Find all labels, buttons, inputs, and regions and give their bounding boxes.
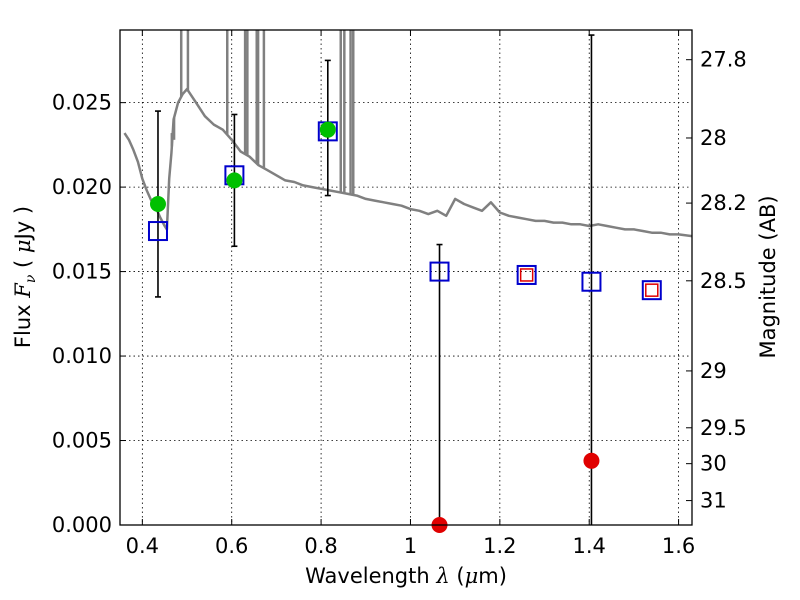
markers [147,121,662,533]
y2-tick-label: 27.8 [700,48,747,72]
model-photometry-square [516,264,537,285]
x-tick-label: 1.6 [662,534,695,558]
y2-tick-label: 28 [700,126,727,150]
y2-axis-label: Magnitude (AB) [756,195,780,358]
x-tick-label: 0.4 [126,534,159,558]
y2-tick-label: 29 [700,359,727,383]
model-photometry-square [429,261,450,282]
inner-red-square [645,283,659,297]
y-tick-label: 0.015 [52,260,112,284]
x-axis-label: Wavelength λ (μm) [305,564,507,588]
spectrum-line [123,87,692,238]
x-tick-label: 1.4 [573,534,606,558]
y2-tick-label: 31 [700,489,727,513]
y2-tick-label: 30 [700,452,727,476]
inner-red-square [519,268,534,282]
observed-flux-point [319,121,336,138]
model-photometry-square [147,221,168,242]
plot-frame [119,29,693,526]
y2-tick-label: 28.5 [700,269,747,293]
y-tick-label: 0.025 [52,91,112,115]
model-photometry-square [641,280,662,301]
y2-tick-label: 28.2 [700,191,747,215]
y-axis-label: Flux Fν ( μJy ) [11,206,39,348]
observed-flux-point [226,172,243,189]
observed-flux-point [583,452,600,469]
model-spectrum [123,30,692,238]
model-photometry-square [581,271,602,292]
error-bars [154,34,595,525]
y2-tick-label: 29.5 [700,416,747,440]
y-tick-label: 0.020 [52,175,112,199]
x-tick-label: 0.6 [215,534,248,558]
observed-flux-point [149,196,166,213]
y-tick-label: 0.000 [52,513,112,537]
y-tick-label: 0.010 [52,344,112,368]
x-tick-label: 0.8 [304,534,337,558]
axis-ticks: 0.4 0.6 0.8 1 1.2 1.4 1.6 0.000 0.005 0.010 0.015 0… [52,30,747,558]
y-tick-label: 0.005 [52,429,112,453]
grid-lines [120,30,692,525]
x-tick-label: 1.2 [483,534,516,558]
x-tick-label: 1 [404,534,417,558]
